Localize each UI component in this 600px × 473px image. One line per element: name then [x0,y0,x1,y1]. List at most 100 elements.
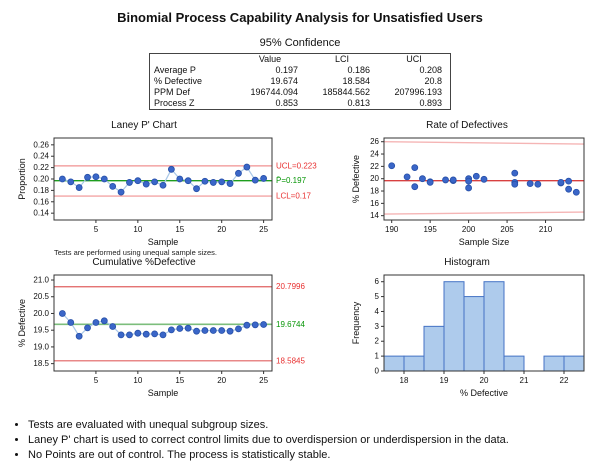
y-tick-label: 2 [375,337,380,346]
data-point [117,188,125,196]
y-tick-label: 14 [370,211,379,220]
table-header-row: Value LCI UCI [150,54,451,66]
row-label: PPM Def [154,87,191,97]
data-point [411,164,419,171]
data-point [117,331,125,339]
x-axis-label: Sample [148,237,179,247]
histogram-bar [543,355,565,372]
histogram-bar [443,281,465,372]
data-point [511,169,519,177]
data-point [572,188,580,196]
histogram-bar [403,355,425,372]
table-row: Process Z 0.853 0.813 0.893 [150,98,451,110]
reference-label: 19.6744 [276,320,305,329]
data-point [134,329,142,337]
y-tick-label: 18 [370,187,379,196]
lcl-curve [383,211,585,215]
data-point [260,321,268,328]
y-axis-label: Proportion [17,158,27,200]
x-axis-label: Sample Size [459,237,510,247]
y-axis-label: % Defective [17,299,27,347]
data-point [411,183,419,191]
cell-value: 207996.193 [394,87,442,97]
row-label: Process Z [154,98,195,108]
data-point [109,323,117,330]
data-point [403,173,411,181]
y-tick-label: 21.0 [33,276,49,285]
y-tick-label: 22 [370,162,379,171]
data-point [442,176,449,184]
data-point [142,330,150,338]
data-point [472,172,480,180]
histogram-chart: Histogram 0 1 2 3 4 5 6 18 19 20 21 22 % Defective Fr… [350,256,595,400]
reference-label: P̄=0.197 [276,176,307,185]
data-point [465,177,473,185]
y-tick-label: 3 [375,322,380,331]
y-tick-label: 20 [370,174,379,183]
data-point [184,324,192,332]
data-point [176,175,184,183]
data-point [419,175,426,183]
x-axis-label: Sample [148,388,179,398]
y-tick-label: 0 [375,367,380,376]
table-header-cell: LCI [334,54,349,64]
x-tick-label: 15 [175,225,184,234]
y-tick-label: 19.0 [33,342,49,351]
y-tick-label: 0.24 [33,152,49,161]
data-point [193,185,200,193]
data-point [218,178,226,186]
note-item: Laney P' chart is used to correct contro… [28,433,509,448]
x-tick-label: 18 [400,376,409,385]
data-point [109,183,117,190]
data-point [226,327,234,335]
y-tick-label: 20.5 [33,292,49,301]
data-point [226,180,234,187]
data-point [100,175,108,183]
cumulative-defective-chart: Cumulative %Defective 18.5 19.0 19.5 20.0 20… [16,256,351,400]
chart-title: Histogram [444,257,490,268]
data-point [84,173,91,181]
histogram-bar [463,296,485,372]
chart-title: Rate of Defectives [426,120,508,131]
laney-footnote: Tests are performed using unequal sample… [54,248,218,257]
y-tick-label: 0.14 [33,209,49,218]
data-point [260,175,268,182]
data-point [388,162,396,170]
data-point [167,165,175,173]
y-axis-label: Frequency [351,301,361,344]
y-tick-label: 0.18 [33,186,49,195]
x-tick-label: 205 [500,225,514,234]
data-point [58,175,66,183]
table-row: % Defective 19.674 18.584 20.8 [150,76,451,87]
data-point [67,178,75,186]
data-point [557,178,565,186]
data-point [511,180,519,188]
x-tick-label: 22 [560,376,569,385]
data-point [251,321,259,329]
data-point [209,179,217,186]
y-tick-label: 1 [375,352,380,361]
x-tick-label: 5 [94,376,99,385]
data-point [218,327,226,334]
reference-label: 18.5845 [276,356,305,365]
x-tick-label: 200 [462,225,476,234]
ucl-curve [383,140,585,145]
x-tick-label: 19 [440,376,449,385]
data-point [235,169,242,177]
x-tick-label: 5 [94,225,99,234]
rate-of-defectives-chart: Rate of Defectives 14 16 18 20 22 24 26 190 195 2… [350,119,595,247]
histogram-plot: 0 1 2 3 4 5 6 18 19 20 21 22 % Defective Frequency [351,274,585,398]
y-tick-label: 16 [370,199,379,208]
data-point [526,180,534,188]
data-point [184,177,192,185]
y-tick-label: 26 [370,137,379,146]
data-point [92,173,100,181]
x-tick-label: 25 [259,376,268,385]
data-point [426,178,434,186]
histogram-bar [383,355,405,372]
histogram-bar [503,355,525,372]
row-label: Average P [154,65,196,75]
report-title: Binomial Process Capability Analysis for… [117,10,483,25]
cell-value: 185844.562 [322,87,370,97]
cell-value: 18.584 [342,76,370,86]
